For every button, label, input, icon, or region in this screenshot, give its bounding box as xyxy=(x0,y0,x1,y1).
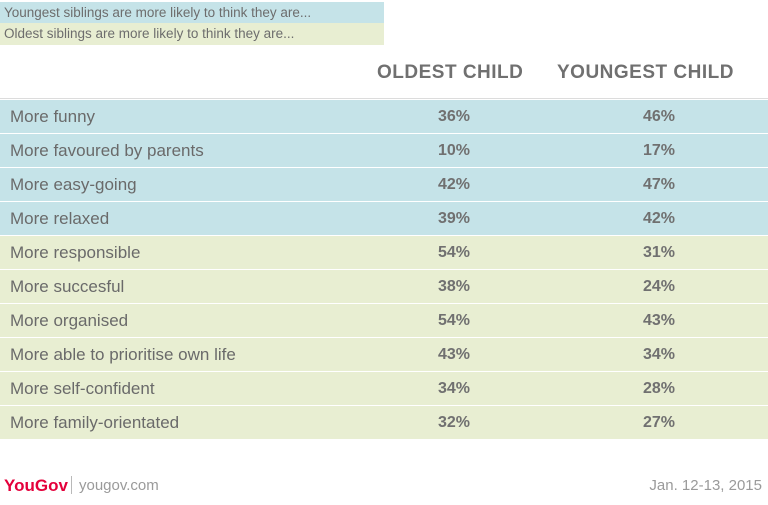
table-row: More easy-going 42% 47% xyxy=(0,167,768,201)
footer-divider xyxy=(71,476,72,494)
column-header-youngest: YOUNGEST CHILD xyxy=(557,62,734,83)
row-label: More organised xyxy=(10,311,129,330)
youngest-value: 43% xyxy=(642,312,676,329)
oldest-value: 34% xyxy=(437,380,471,397)
footer: YouGov yougov.com Jan. 12-13, 2015 xyxy=(0,472,768,502)
row-label: More self-confident xyxy=(10,379,155,398)
row-label: More funny xyxy=(10,107,96,126)
footer-site: yougov.com xyxy=(79,477,159,494)
legend-oldest-note: Oldest siblings are more likely to think… xyxy=(0,23,384,45)
oldest-value: 36% xyxy=(437,108,471,125)
oldest-value: 54% xyxy=(437,312,471,329)
row-label: More family-orientated xyxy=(10,413,180,432)
footer-date: Jan. 12-13, 2015 xyxy=(649,477,762,494)
table-row: More favoured by parents 10% 17% xyxy=(0,133,768,167)
oldest-value: 38% xyxy=(437,278,471,295)
row-label: More favoured by parents xyxy=(10,141,204,160)
table-row: More organised 54% 43% xyxy=(0,303,768,337)
table-row: More able to prioritise own life 43% 34% xyxy=(0,337,768,371)
legend-youngest-note: Youngest siblings are more likely to thi… xyxy=(0,2,384,24)
table-row: More self-confident 34% 28% xyxy=(0,371,768,405)
youngest-value: 24% xyxy=(642,278,676,295)
row-label: More able to prioritise own life xyxy=(10,345,236,364)
table-row: More relaxed 39% 42% xyxy=(0,201,768,235)
results-table: More funny 36% 46% More favoured by parents… xyxy=(0,99,768,439)
row-label: More responsible xyxy=(10,243,141,262)
oldest-value: 43% xyxy=(437,346,471,363)
table-row: More responsible 54% 31% xyxy=(0,235,768,269)
oldest-value: 39% xyxy=(437,210,471,227)
oldest-value: 32% xyxy=(437,414,471,431)
row-label: More easy-going xyxy=(10,175,137,194)
youngest-value: 46% xyxy=(642,108,676,125)
table-row: More funny 36% 46% xyxy=(0,99,768,133)
row-label: More relaxed xyxy=(10,209,110,228)
table-row: More succesful 38% 24% xyxy=(0,269,768,303)
oldest-value: 54% xyxy=(437,244,471,261)
oldest-value: 10% xyxy=(437,142,471,159)
yougov-logo: YouGov xyxy=(4,476,68,495)
youngest-value: 47% xyxy=(642,176,676,193)
youngest-value: 27% xyxy=(642,414,676,431)
youngest-value: 31% xyxy=(642,244,676,261)
row-label: More succesful xyxy=(10,277,125,296)
youngest-value: 42% xyxy=(642,210,676,227)
youngest-value: 34% xyxy=(642,346,676,363)
youngest-value: 28% xyxy=(642,380,676,397)
table-row: More family-orientated 32% 27% xyxy=(0,405,768,439)
column-header-oldest: OLDEST CHILD xyxy=(377,62,524,83)
oldest-value: 42% xyxy=(437,176,471,193)
youngest-value: 17% xyxy=(642,142,676,159)
